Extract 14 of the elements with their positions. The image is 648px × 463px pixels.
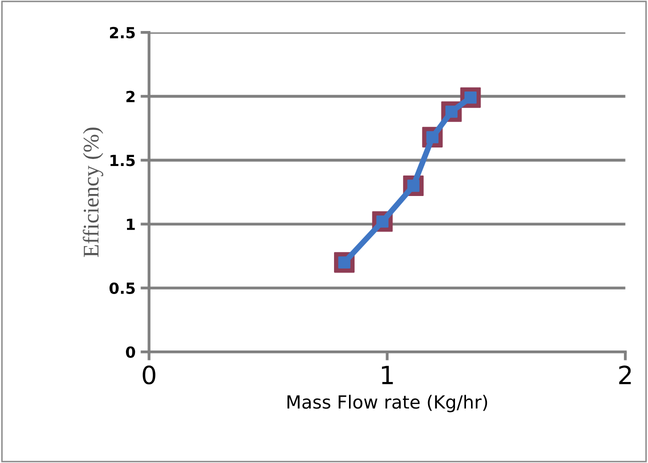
y-tick-label: 2.5: [110, 26, 135, 38]
y-tick-label: 2: [126, 90, 135, 102]
y-tick-label: 1: [126, 218, 135, 230]
y-tick-label: 0.5: [110, 282, 135, 294]
x-axis-title: Mass Flow rate (Kg/hr): [288, 394, 488, 412]
point: [422, 126, 443, 148]
x-tick-label: 2: [619, 366, 631, 384]
x-tick-label: 0: [142, 366, 156, 384]
point: [460, 87, 481, 108]
y-tick-label: 0: [126, 346, 136, 358]
x-tick-label: 1: [382, 366, 393, 384]
point: [334, 252, 355, 273]
y-tick-label: 1.5: [110, 154, 135, 166]
y-axis-title: Efficiency (%): [82, 128, 104, 258]
